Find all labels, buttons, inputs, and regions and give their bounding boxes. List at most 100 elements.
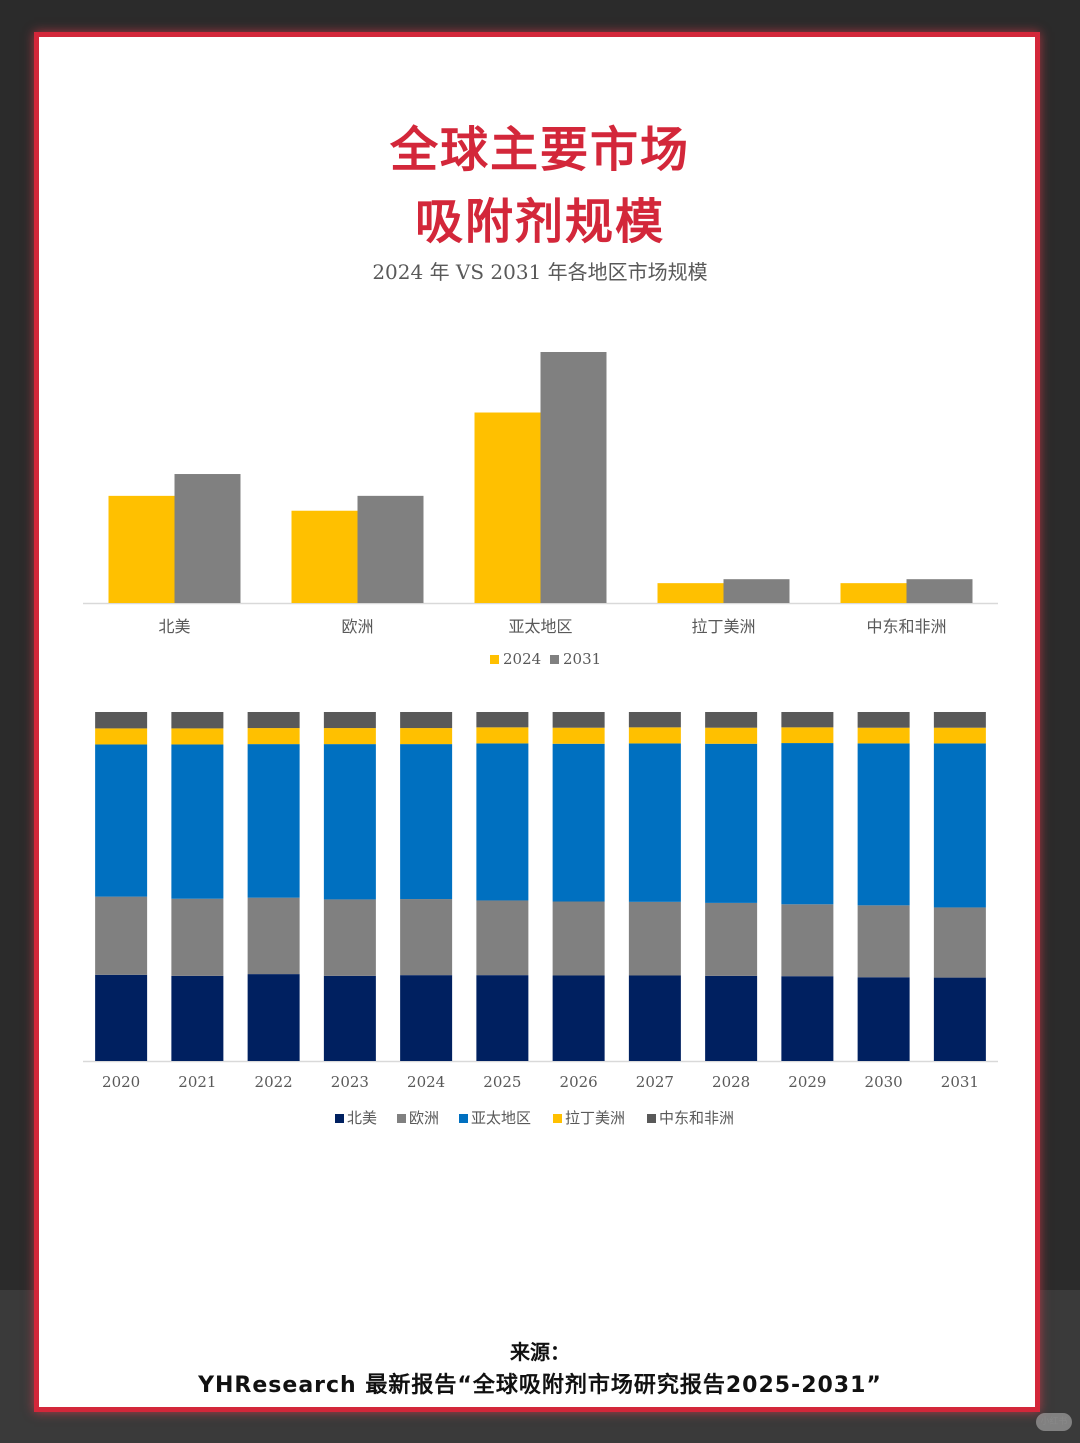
x-tick-label: 拉丁美洲 xyxy=(691,617,755,636)
region-comparison-chart: 北美 欧洲 亚太地区 拉丁美洲 中东和非洲 2024 2031 xyxy=(83,352,998,668)
stack-4-2026 xyxy=(552,712,605,728)
bar-2031-3 xyxy=(723,579,790,603)
stack-3-2030 xyxy=(857,727,910,744)
stack-0-2021 xyxy=(171,975,224,1061)
legend-swatch-2 xyxy=(459,1114,468,1123)
stack-4-2023 xyxy=(323,712,376,729)
stack-3-2022 xyxy=(247,728,300,745)
bar-2024-0 xyxy=(108,495,175,603)
stack-2-2025 xyxy=(476,743,529,901)
legend-label-1: 欧洲 xyxy=(409,1109,439,1127)
stack-0-2026 xyxy=(552,975,605,1061)
stack-2-2024 xyxy=(400,744,453,900)
x-tick-label: 欧洲 xyxy=(341,617,373,636)
year-label: 2025 xyxy=(483,1073,521,1091)
stack-2-2030 xyxy=(857,743,910,906)
stack-4-2030 xyxy=(857,712,910,728)
legend-swatch-4 xyxy=(647,1114,656,1123)
stack-0-2023 xyxy=(323,975,376,1061)
stack-1-2021 xyxy=(171,898,224,976)
x-tick-label: 北美 xyxy=(158,617,190,636)
legend-label-2031: 2031 xyxy=(563,650,601,668)
stack-3-2025 xyxy=(476,727,529,744)
year-label: 2027 xyxy=(636,1073,674,1091)
chart-subtitle: 2024 年 VS 2031 年各地区市场规模 xyxy=(372,260,708,284)
stack-2-2020 xyxy=(95,744,148,897)
stack-4-2031 xyxy=(933,712,986,728)
stack-2-2022 xyxy=(247,744,300,898)
stack-4-2028 xyxy=(705,712,758,728)
stack-0-2020 xyxy=(95,974,148,1061)
stack-3-2024 xyxy=(400,728,453,745)
stack-3-2020 xyxy=(95,728,148,745)
bar-2031-0 xyxy=(174,474,241,603)
stack-2-2031 xyxy=(933,743,986,908)
stack-1-2027 xyxy=(628,901,681,976)
legend-label-0: 北美 xyxy=(347,1109,377,1127)
stack-2-2021 xyxy=(171,744,224,899)
stack-3-2031 xyxy=(933,727,986,744)
year-label: 2029 xyxy=(788,1073,826,1091)
stack-3-2026 xyxy=(552,727,605,744)
source-label: 来源： xyxy=(510,1340,570,1364)
red-frame xyxy=(34,32,1040,1412)
stack-3-2021 xyxy=(171,728,224,745)
stack-3-2028 xyxy=(705,727,758,744)
legend-swatch-2031 xyxy=(550,655,559,664)
legend-swatch-2024 xyxy=(490,655,499,664)
year-label: 2023 xyxy=(331,1073,369,1091)
stack-4-2022 xyxy=(247,712,300,729)
legend-swatch-0 xyxy=(335,1114,344,1123)
stack-3-2023 xyxy=(323,728,376,745)
stack-0-2027 xyxy=(628,975,681,1061)
year-label: 2024 xyxy=(407,1073,445,1091)
stack-4-2027 xyxy=(628,712,681,728)
legend-swatch-3 xyxy=(553,1114,562,1123)
stack-0-2030 xyxy=(857,977,910,1061)
bar-2031-1 xyxy=(357,495,424,603)
source-text: YHResearch 最新报告“全球吸附剂市场研究报告2025-2031” xyxy=(198,1373,882,1398)
stack-0-2022 xyxy=(247,974,300,1061)
stack-1-2026 xyxy=(552,901,605,976)
stack-3-2027 xyxy=(628,727,681,744)
title-line-2: 吸附剂规模 xyxy=(414,194,665,250)
bar-2024-3 xyxy=(657,583,724,603)
legend-label-4: 中东和非洲 xyxy=(659,1109,734,1127)
stack-4-2020 xyxy=(95,712,148,729)
bar-2024-2 xyxy=(474,412,541,603)
stack-3-2029 xyxy=(781,727,834,744)
stack-1-2023 xyxy=(323,899,376,976)
bar-2024-1 xyxy=(291,510,358,603)
year-label: 2021 xyxy=(178,1073,216,1091)
stack-2-2026 xyxy=(552,743,605,902)
year-label: 2020 xyxy=(102,1073,140,1091)
legend-label-2: 亚太地区 xyxy=(471,1109,531,1127)
stack-2-2027 xyxy=(628,743,681,902)
stack-0-2031 xyxy=(933,977,986,1061)
legend-label-2024: 2024 xyxy=(503,650,541,668)
legend-swatch-1 xyxy=(397,1114,406,1123)
stack-0-2025 xyxy=(476,975,529,1061)
stack-2-2029 xyxy=(781,743,834,905)
bar-2024-4 xyxy=(840,583,907,603)
stack-0-2028 xyxy=(705,975,758,1061)
stack-1-2024 xyxy=(400,899,453,976)
stack-2-2023 xyxy=(323,744,376,900)
bar-2031-2 xyxy=(540,352,607,603)
stack-4-2029 xyxy=(781,712,834,728)
stack-0-2024 xyxy=(400,975,453,1061)
bar-2031-4 xyxy=(906,579,973,603)
stack-0-2029 xyxy=(781,976,834,1061)
stack-1-2028 xyxy=(705,902,758,976)
title-line-1: 全球主要市场 xyxy=(389,122,690,178)
stack-1-2022 xyxy=(247,897,300,975)
stack-1-2030 xyxy=(857,905,910,978)
year-label: 2030 xyxy=(865,1073,903,1091)
stack-1-2029 xyxy=(781,904,834,977)
stack-1-2025 xyxy=(476,900,529,976)
year-label: 2022 xyxy=(255,1073,293,1091)
x-tick-label: 中东和非洲 xyxy=(866,617,946,636)
watermark-badge: 小红书 xyxy=(1036,1413,1072,1431)
x-tick-label: 亚太地区 xyxy=(508,617,572,636)
